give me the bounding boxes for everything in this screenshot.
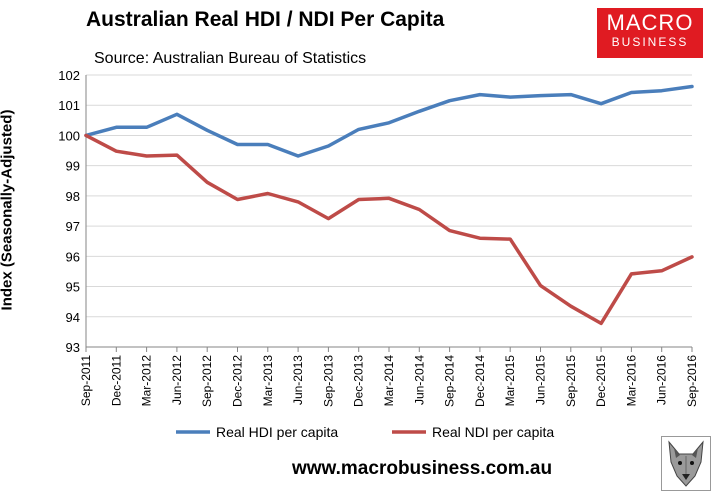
x-tick-label: Jun-2014 xyxy=(412,355,426,405)
y-tick-label: 93 xyxy=(66,340,80,355)
x-tick-label: Sep-2011 xyxy=(79,355,93,406)
y-tick-label: 102 xyxy=(58,68,80,83)
x-tick-label: Jun-2012 xyxy=(170,355,184,405)
chart-title: Australian Real HDI / NDI Per Capita xyxy=(86,8,445,31)
x-tick-label: Jun-2016 xyxy=(655,355,669,405)
x-tick-label: Mar-2015 xyxy=(503,355,517,407)
x-tick-label: Dec-2013 xyxy=(352,355,366,407)
x-tick-label: Mar-2014 xyxy=(382,355,396,407)
x-tick-label: Mar-2012 xyxy=(140,355,154,407)
legend-label: Real HDI per capita xyxy=(216,424,338,440)
y-tick-label: 100 xyxy=(58,128,80,143)
x-tick-label: Dec-2011 xyxy=(109,355,123,406)
x-tick-label: Mar-2016 xyxy=(624,355,638,407)
series-line-real-hdi-per-capita xyxy=(84,84,694,158)
x-tick-label: Sep-2012 xyxy=(200,355,214,407)
x-tick-label: Jun-2015 xyxy=(534,355,548,405)
wolf-icon xyxy=(661,436,711,491)
legend-label: Real NDI per capita xyxy=(432,424,554,440)
y-tick-label: 99 xyxy=(66,159,80,174)
x-tick-label: Sep-2016 xyxy=(685,355,699,407)
y-tick-label: 98 xyxy=(66,189,80,204)
x-tick-label: Dec-2015 xyxy=(594,355,608,407)
x-tick-label: Mar-2013 xyxy=(261,355,275,407)
x-tick-label: Sep-2015 xyxy=(564,355,578,407)
x-tick-label: Jun-2013 xyxy=(291,355,305,405)
series-line-real-ndi-per-capita xyxy=(84,133,694,326)
logo-line1: MACRO xyxy=(606,10,694,35)
chart-subtitle: Source: Australian Bureau of Statistics xyxy=(94,50,367,67)
y-tick-label: 94 xyxy=(66,310,80,325)
website-url: www.macrobusiness.com.au xyxy=(292,458,553,479)
y-tick-label: 96 xyxy=(66,249,80,264)
y-tick-label: 95 xyxy=(66,280,80,295)
x-tick-label: Sep-2013 xyxy=(321,355,335,407)
macrobusiness-logo: MACRO BUSINESS xyxy=(597,8,703,58)
logo-line2: BUSINESS xyxy=(611,35,689,49)
y-tick-label: 101 xyxy=(58,98,80,113)
x-tick-label: Dec-2012 xyxy=(231,355,245,407)
x-tick-label: Dec-2014 xyxy=(473,355,487,407)
x-tick-label: Sep-2014 xyxy=(443,355,457,407)
y-tick-label: 97 xyxy=(66,219,80,234)
